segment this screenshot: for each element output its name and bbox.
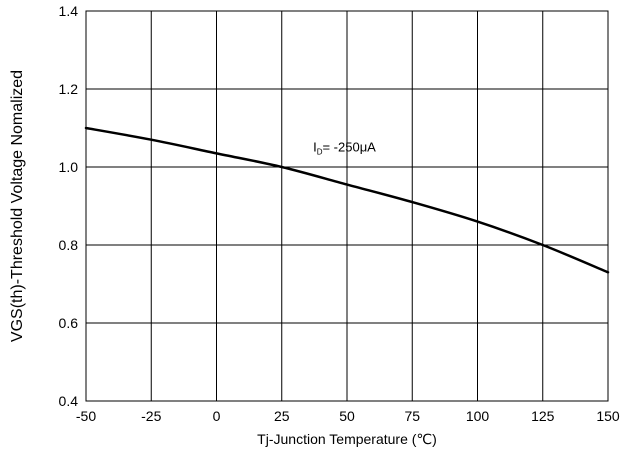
x-axis-ticks: -50 -25 0 25 50 75 100 125 150: [76, 408, 620, 424]
plot-frame: [85, 10, 609, 402]
x-tick-label: 125: [531, 408, 555, 424]
x-tick-label: -25: [141, 408, 161, 424]
x-tick-label: 150: [596, 408, 620, 424]
x-tick-label: 75: [404, 408, 420, 424]
series-line: [84, 126, 610, 274]
y-axis-ticks: 0.4 0.6 0.8 1.0 1.2 1.4: [59, 3, 79, 409]
grid: [86, 11, 608, 401]
y-tick-label: 1.0: [59, 159, 79, 175]
y-axis-title: VGS(th)-Threshold Voltage Nomalized: [9, 70, 26, 342]
y-tick-label: 1.2: [59, 81, 79, 97]
x-tick-label: -50: [76, 408, 96, 424]
y-tick-label: 1.4: [59, 3, 79, 19]
y-tick-label: 0.6: [59, 315, 79, 331]
x-tick-label: 0: [213, 408, 221, 424]
x-tick-label: 50: [339, 408, 355, 424]
x-tick-label: 25: [274, 408, 290, 424]
x-tick-label: 100: [466, 408, 490, 424]
annotation-label: ID= -250μA: [313, 139, 376, 156]
y-tick-label: 0.4: [59, 393, 79, 409]
x-axis-title: Tj-Junction Temperature (℃): [257, 431, 437, 447]
y-tick-label: 0.8: [59, 237, 79, 253]
